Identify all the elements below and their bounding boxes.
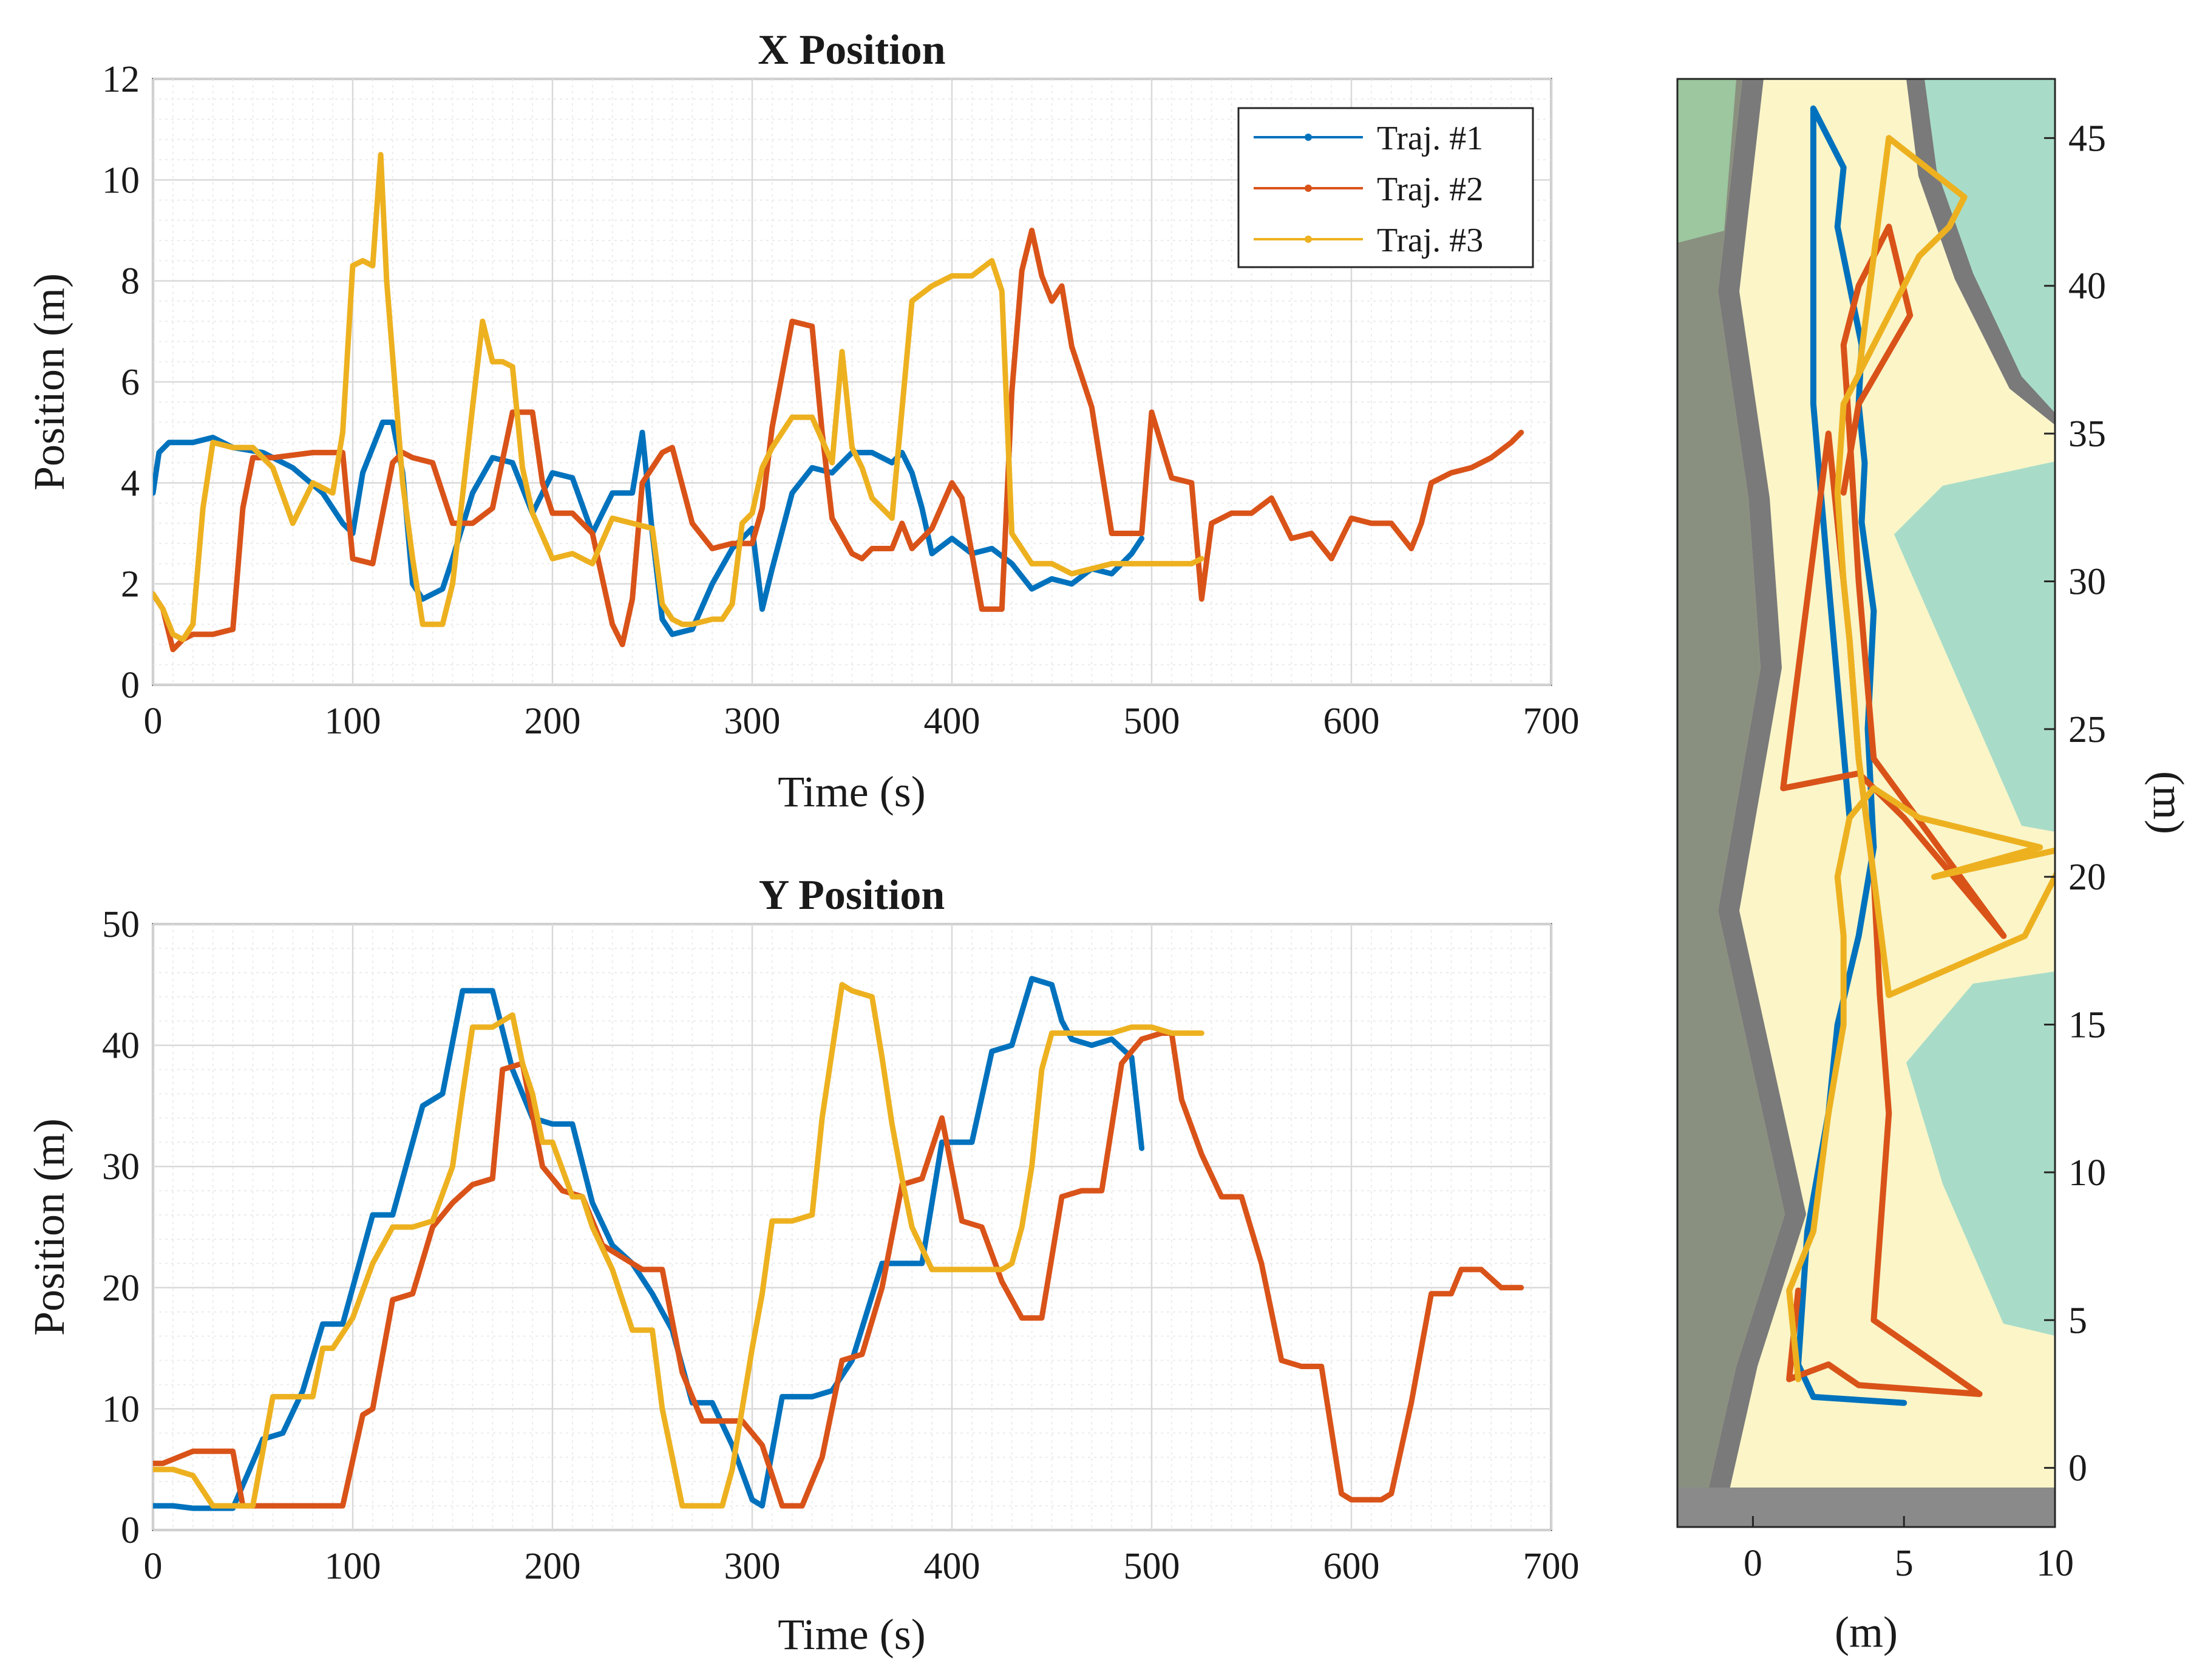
trajectory-map: 0 5 10 0 5 10 15 20 25 30 35 40 45 (m) (m) (1676, 78, 2191, 1656)
y-tick-label: 40 (102, 1025, 140, 1067)
map-y-tick-label: 20 (2068, 857, 2106, 898)
x-position-chart: 0 100 200 300 400 500 600 700 0 2 4 6 8 10 12 X Positi… (25, 27, 1580, 816)
legend-label-3: Traj. #3 (1377, 222, 1483, 259)
legend-entry-2: Traj. #2 (1254, 171, 1483, 208)
x-tick-label: 0 (144, 1546, 163, 1587)
legend-entry-3: Traj. #3 (1254, 222, 1483, 259)
x-tick-label: 200 (525, 1546, 581, 1587)
x-tick-label: 700 (1523, 1546, 1580, 1587)
map-left-building (1677, 79, 1785, 1527)
y-tick-label: 6 (121, 362, 140, 403)
x-tick-label: 300 (724, 701, 781, 742)
map-plot-border (1676, 78, 2056, 1528)
x-tick-label: 400 (924, 1546, 980, 1587)
map-x-tick-label: 5 (1895, 1543, 1914, 1584)
legend-marker-2 (1305, 185, 1312, 192)
map-y-tick-label: 0 (2068, 1448, 2087, 1489)
y-tick-label: 0 (121, 665, 140, 706)
x-tick-label: 100 (325, 1546, 381, 1587)
y-tick-label: 50 (102, 904, 140, 945)
series-line-traj-3 (153, 982, 1204, 1509)
legend: Traj. #1 Traj. #2 Traj. #3 (1237, 107, 1534, 268)
y-tick-label: 10 (102, 160, 140, 201)
x-tick-label: 300 (724, 1546, 781, 1587)
series-line-traj-2 (153, 1030, 1524, 1509)
map-y-tick-label: 35 (2068, 413, 2106, 455)
map-x-tick-label: 0 (1744, 1543, 1762, 1584)
series-line-traj-2 (1780, 223, 2007, 1397)
y-position-chart: 0 100 200 300 400 500 600 700 0 10 20 30 40 50 Y Posi… (25, 872, 1580, 1659)
map-xlabel: (m) (1835, 1608, 1898, 1656)
y-tick-label: 2 (121, 564, 140, 605)
legend-label-2: Traj. #2 (1377, 171, 1483, 208)
y-tick-label: 10 (102, 1389, 140, 1430)
y-tick-label: 12 (102, 59, 140, 100)
map-y-tick-label: 40 (2068, 266, 2106, 307)
series-line-traj-3 (153, 152, 1204, 642)
map-bottom-wall (1677, 1488, 2055, 1527)
map-right-room-2 (1894, 461, 2055, 832)
map-series-group (1780, 105, 2055, 1406)
map-y-tick-label: 10 (2068, 1152, 2106, 1194)
floor-plan-background (1677, 79, 2055, 1527)
map-y-tick-label: 45 (2068, 118, 2106, 159)
x-tick-label: 500 (1124, 1546, 1180, 1587)
legend-label-1: Traj. #1 (1377, 120, 1483, 157)
x-tick-label: 200 (525, 701, 581, 742)
y-chart-title: Y Position (759, 872, 945, 919)
map-right-room-3 (1906, 971, 2055, 1336)
x-chart-ylabel: Position (m) (25, 273, 73, 491)
x-tick-label: 0 (144, 701, 163, 742)
y-chart-ylabel: Position (m) (25, 1118, 73, 1336)
map-left-wall (1700, 79, 1806, 1527)
y-tick-label: 20 (102, 1268, 140, 1309)
map-x-tick-label: 10 (2036, 1543, 2074, 1584)
series-line-traj-2 (153, 228, 1524, 653)
legend-marker-1 (1305, 134, 1312, 141)
x-tick-label: 100 (325, 701, 381, 742)
x-tick-label: 600 (1323, 701, 1380, 742)
map-left-green-top (1677, 79, 1736, 243)
map-y-tick-label: 25 (2068, 709, 2106, 750)
y-chart-xlabel: Time (s) (778, 1610, 925, 1659)
map-y-tick-label: 5 (2068, 1300, 2087, 1341)
map-ylabel: (m) (2144, 771, 2191, 834)
y-tick-label: 4 (121, 463, 140, 504)
y-plot-area (152, 923, 1552, 1531)
x-tick-labels: 0 100 200 300 400 500 600 700 0 2 4 6 8 10 12 (102, 59, 1580, 742)
x-chart-title: X Position (758, 27, 945, 73)
map-right-room-1 (1906, 79, 2055, 413)
y-tick-label: 0 (121, 1510, 140, 1551)
x-chart-xlabel: Time (s) (778, 767, 925, 816)
map-y-tick-label: 30 (2068, 561, 2106, 602)
x-tick-label: 400 (924, 701, 980, 742)
x-tick-label: 600 (1323, 1546, 1380, 1587)
y-series-group (153, 976, 1524, 1511)
legend-marker-3 (1305, 236, 1312, 243)
legend-entry-1: Traj. #1 (1254, 120, 1483, 157)
map-y-tick-label: 15 (2068, 1005, 2106, 1046)
x-tick-label: 500 (1124, 701, 1180, 742)
y-tick-label: 30 (102, 1146, 140, 1188)
map-tick-labels: 0 5 10 0 5 10 15 20 25 30 35 40 45 (1744, 118, 2106, 1584)
x-series-group (153, 152, 1524, 653)
series-line-traj-3 (1786, 135, 2055, 1382)
y-tick-label: 8 (121, 261, 140, 302)
y-tick-labels: 0 100 200 300 400 500 600 700 0 10 20 30 40 50 (102, 904, 1580, 1587)
x-tick-label: 700 (1523, 701, 1580, 742)
map-right-wall (1906, 79, 2055, 425)
